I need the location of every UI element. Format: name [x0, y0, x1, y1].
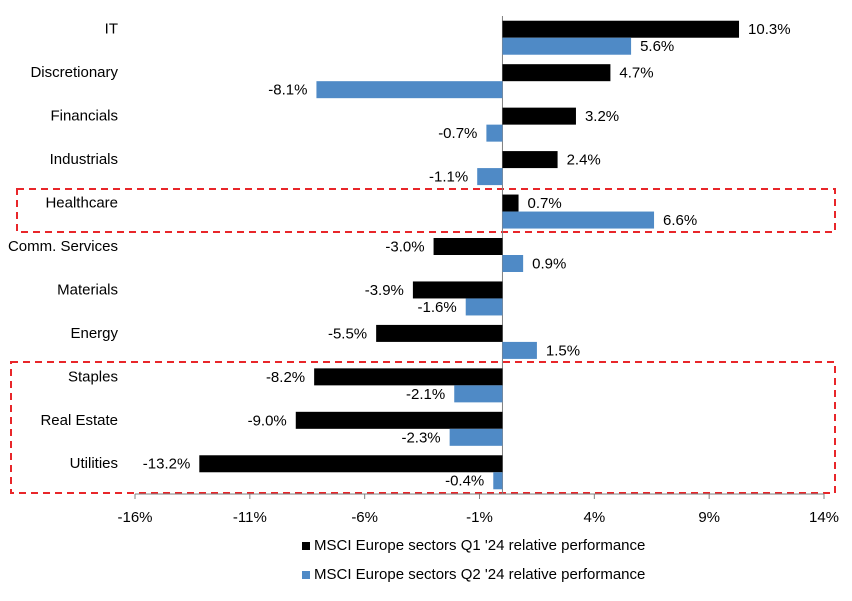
- highlight-box: [16, 188, 836, 233]
- bar: [433, 238, 503, 255]
- bar: [502, 341, 537, 359]
- value-label: -5.5%: [328, 325, 367, 342]
- category-label: Utilities: [70, 455, 118, 472]
- value-label: 10.3%: [748, 21, 791, 38]
- value-label: -1.6%: [418, 299, 457, 316]
- value-label: 0.7%: [528, 195, 562, 212]
- category-label: Healthcare: [45, 195, 118, 212]
- x-tick-label: 9%: [698, 509, 720, 526]
- value-label: -8.2%: [266, 369, 305, 386]
- bar: [502, 211, 655, 229]
- value-label: -9.0%: [248, 412, 287, 429]
- value-label: -0.4%: [445, 473, 484, 490]
- bar: [493, 472, 503, 490]
- legend-label: MSCI Europe sectors Q2 '24 relative perf…: [314, 566, 645, 583]
- category-label: Industrials: [50, 151, 118, 168]
- x-tick-label: 14%: [809, 509, 839, 526]
- bar: [486, 124, 503, 142]
- bar: [502, 151, 558, 169]
- bar: [316, 81, 503, 99]
- bar: [454, 385, 503, 403]
- value-label: 4.7%: [619, 65, 653, 82]
- legend-label: MSCI Europe sectors Q1 '24 relative perf…: [314, 537, 645, 554]
- bar: [502, 107, 576, 125]
- category-label: Comm. Services: [8, 238, 118, 255]
- bar: [502, 20, 740, 38]
- bar: [412, 281, 503, 299]
- value-label: -1.1%: [429, 169, 468, 186]
- bar: [502, 194, 519, 212]
- highlight-box: [10, 361, 836, 494]
- bar: [477, 168, 503, 186]
- bar: [502, 37, 632, 55]
- bar: [502, 255, 524, 272]
- value-label: -3.0%: [385, 238, 424, 255]
- bar: [502, 64, 611, 82]
- x-tick-label: 4%: [583, 509, 605, 526]
- value-label: 0.9%: [532, 255, 566, 272]
- x-tick-label: -1%: [466, 509, 493, 526]
- bar: [465, 298, 503, 316]
- value-label: 6.6%: [663, 212, 697, 229]
- bar: [449, 428, 503, 446]
- category-label: Materials: [57, 281, 118, 298]
- bar: [199, 455, 503, 473]
- bar: [314, 368, 503, 386]
- category-label: Financials: [50, 108, 118, 125]
- bar: [376, 324, 503, 342]
- value-label: 3.2%: [585, 108, 619, 125]
- category-label: Real Estate: [40, 412, 118, 429]
- value-label: -3.9%: [365, 282, 404, 299]
- category-label: Energy: [70, 325, 118, 342]
- x-tick-label: -11%: [233, 509, 267, 526]
- value-label: -2.3%: [401, 429, 440, 446]
- value-label: 5.6%: [640, 38, 674, 55]
- value-label: 2.4%: [567, 152, 601, 169]
- value-label: -2.1%: [406, 386, 445, 403]
- category-label: Discretionary: [30, 64, 118, 81]
- legend-swatch: [302, 571, 310, 579]
- x-tick-label: -6%: [351, 509, 378, 526]
- category-label: Staples: [68, 368, 118, 385]
- value-label: -13.2%: [143, 456, 191, 473]
- bar: [295, 411, 503, 429]
- value-label: -8.1%: [268, 82, 307, 99]
- value-label: 1.5%: [546, 342, 580, 359]
- value-label: -0.7%: [438, 125, 477, 142]
- category-label: IT: [105, 21, 118, 38]
- legend-swatch: [302, 542, 310, 550]
- x-tick-label: -16%: [117, 509, 152, 526]
